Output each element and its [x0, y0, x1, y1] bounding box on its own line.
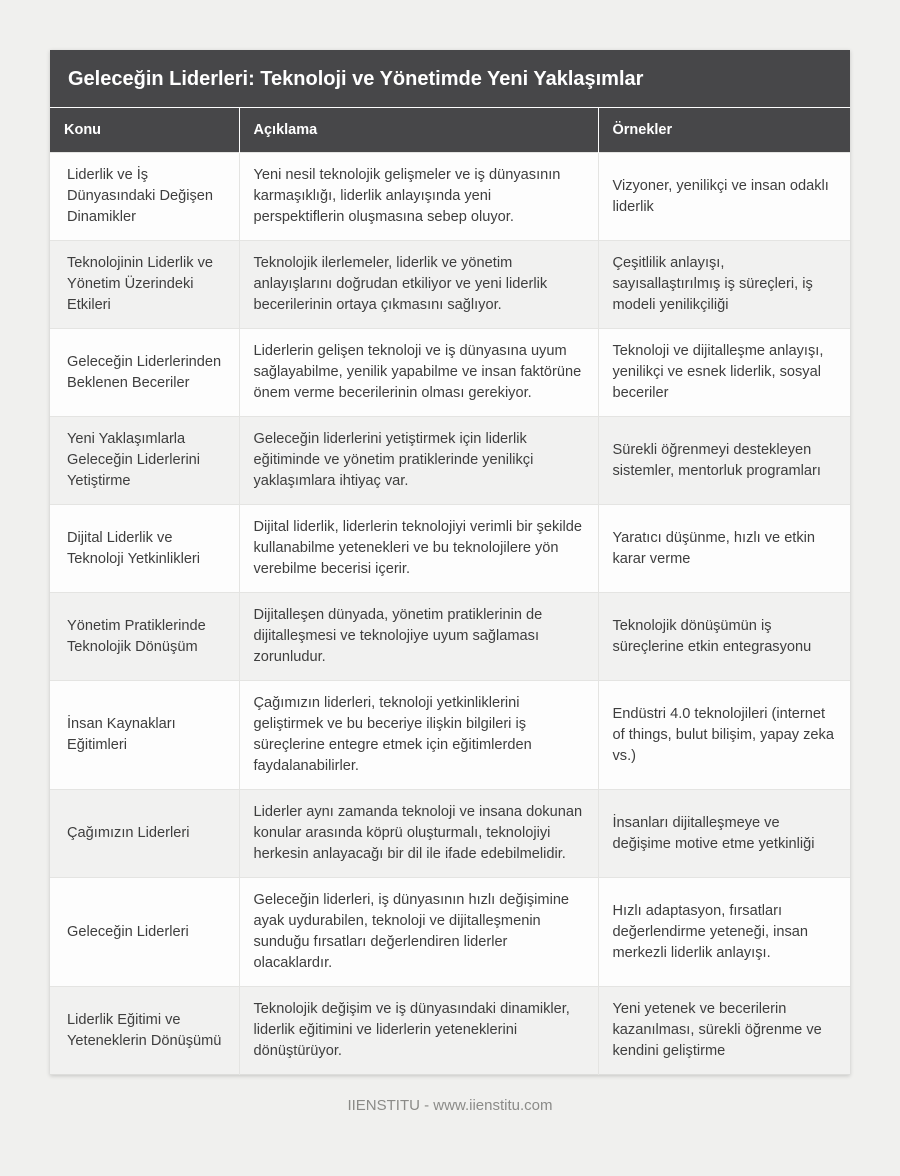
document-wrapper: Geleceğin Liderleri: Teknoloji ve Yöneti… [50, 50, 850, 1114]
page-title: Geleceğin Liderleri: Teknoloji ve Yöneti… [50, 50, 850, 108]
cell-ornekler: Yeni yetenek ve becerilerin kazanılması,… [597, 986, 850, 1075]
cell-ornekler: Endüstri 4.0 teknolojileri (internet of … [597, 680, 850, 790]
cell-ornekler: Çeşitlilik anlayışı, sayısallaştırılmış … [597, 240, 850, 329]
table-row: Dijital Liderlik ve Teknoloji Yetkinlikl… [50, 504, 850, 593]
cell-konu: Yeni Yaklaşımlarla Geleceğin Liderlerini… [50, 416, 239, 505]
cell-konu: Teknolojinin Liderlik ve Yönetim Üzerind… [50, 240, 239, 329]
cell-ornekler: Yaratıcı düşünme, hızlı ve etkin karar v… [597, 504, 850, 593]
column-header-ornekler: Örnekler [597, 108, 850, 153]
cell-ornekler: İnsanları dijitalleşmeye ve değişime mot… [597, 789, 850, 878]
footer-credit: IIENSTITU - www.iienstitu.com [347, 1097, 553, 1114]
table-row: Liderlik ve İş Dünyasındaki Değişen Dina… [50, 152, 850, 241]
cell-aciklama: Teknolojik ilerlemeler, liderlik ve yöne… [238, 240, 598, 329]
cell-ornekler: Sürekli öğrenmeyi destekleyen sistemler,… [597, 416, 850, 505]
cell-aciklama: Geleceğin liderleri, iş dünyasının hızlı… [238, 877, 598, 987]
table-header-row: Konu Açıklama Örnekler [50, 108, 850, 153]
table-row: Yeni Yaklaşımlarla Geleceğin Liderlerini… [50, 416, 850, 505]
cell-konu: Geleceğin Liderlerinden Beklenen Beceril… [50, 328, 239, 417]
cell-konu: İnsan Kaynakları Eğitimleri [50, 680, 239, 790]
cell-aciklama: Yeni nesil teknolojik gelişmeler ve iş d… [238, 152, 598, 241]
cell-ornekler: Vizyoner, yenilikçi ve insan odaklı lide… [597, 152, 850, 241]
table-row: İnsan Kaynakları Eğitimleri Çağımızın li… [50, 680, 850, 790]
cell-konu: Liderlik ve İş Dünyasındaki Değişen Dina… [50, 152, 239, 241]
cell-aciklama: Liderler aynı zamanda teknoloji ve insan… [238, 789, 598, 878]
cell-ornekler: Teknoloji ve dijitalleşme anlayışı, yeni… [597, 328, 850, 417]
document-card: Geleceğin Liderleri: Teknoloji ve Yöneti… [50, 50, 850, 1075]
cell-konu: Dijital Liderlik ve Teknoloji Yetkinlikl… [50, 504, 239, 593]
table-row: Yönetim Pratiklerinde Teknolojik Dönüşüm… [50, 592, 850, 681]
table-row: Geleceğin Liderleri Geleceğin liderleri,… [50, 877, 850, 987]
cell-ornekler: Teknolojik dönüşümün iş süreçlerine etki… [597, 592, 850, 681]
column-header-konu: Konu [50, 108, 239, 153]
column-header-aciklama: Açıklama [238, 108, 598, 153]
table-row: Çağımızın Liderleri Liderler aynı zamand… [50, 789, 850, 878]
table-row: Teknolojinin Liderlik ve Yönetim Üzerind… [50, 240, 850, 329]
cell-aciklama: Dijitalleşen dünyada, yönetim pratikleri… [238, 592, 598, 681]
cell-aciklama: Liderlerin gelişen teknoloji ve iş dünya… [238, 328, 598, 417]
cell-aciklama: Teknolojik değişim ve iş dünyasındaki di… [238, 986, 598, 1075]
cell-konu: Çağımızın Liderleri [50, 789, 239, 878]
cell-aciklama: Çağımızın liderleri, teknoloji yetkinlik… [238, 680, 598, 790]
cell-konu: Geleceğin Liderleri [50, 877, 239, 987]
table-row: Liderlik Eğitimi ve Yeteneklerin Dönüşüm… [50, 986, 850, 1075]
cell-konu: Liderlik Eğitimi ve Yeteneklerin Dönüşüm… [50, 986, 239, 1075]
cell-aciklama: Geleceğin liderlerini yetiştirmek için l… [238, 416, 598, 505]
table-row: Geleceğin Liderlerinden Beklenen Beceril… [50, 328, 850, 417]
cell-ornekler: Hızlı adaptasyon, fırsatları değerlendir… [597, 877, 850, 987]
cell-aciklama: Dijital liderlik, liderlerin teknolojiyi… [238, 504, 598, 593]
cell-konu: Yönetim Pratiklerinde Teknolojik Dönüşüm [50, 592, 239, 681]
content-table: Konu Açıklama Örnekler Liderlik ve İş Dü… [50, 108, 850, 1075]
